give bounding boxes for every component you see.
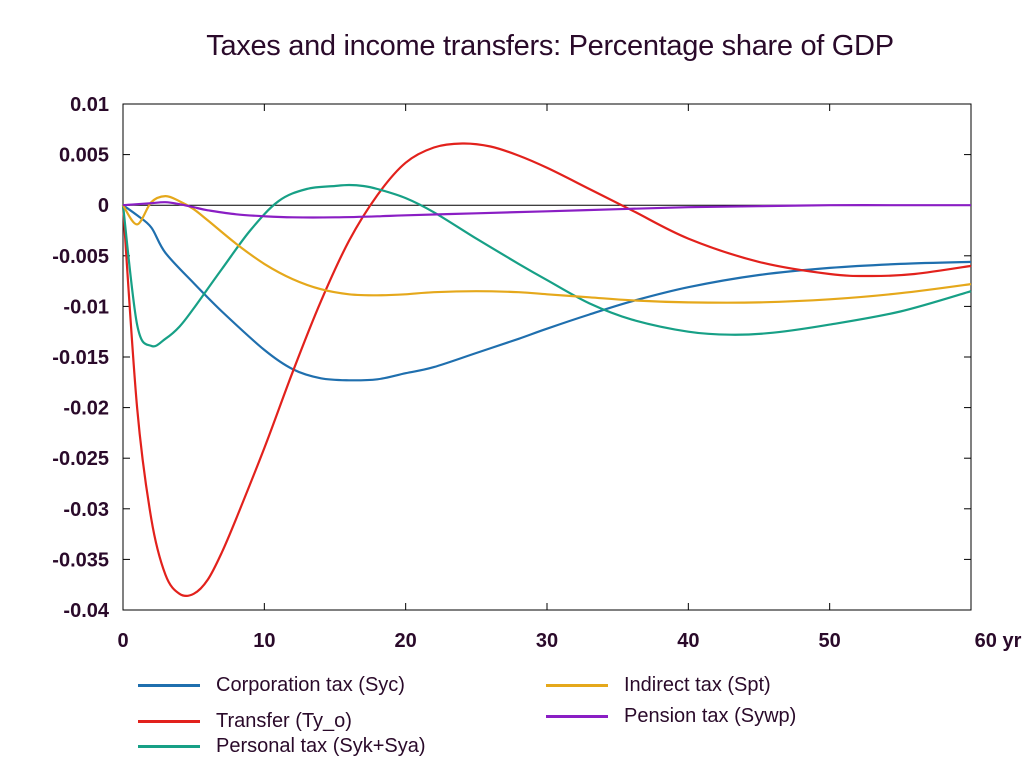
legend-item-personal-tax: Personal tax (Syk+Sya) xyxy=(138,734,426,758)
x-tick-label: 0 xyxy=(117,630,128,652)
series-line-transfer-ty-o xyxy=(121,142,972,597)
y-tick-label: -0.035 xyxy=(52,549,109,571)
y-tick-label: -0.01 xyxy=(63,296,109,318)
x-tick-label: 50 xyxy=(819,630,841,652)
y-tick-label: 0.01 xyxy=(70,94,109,116)
series-line-pension-tax-sywp xyxy=(122,201,971,219)
legend-label: Pension tax (Sywp) xyxy=(624,704,797,727)
x-tick-label: 40 xyxy=(677,630,699,652)
legend-swatch xyxy=(546,714,608,718)
legend-label: Indirect tax (Spt) xyxy=(624,673,771,696)
x-tick-label: 20 xyxy=(395,630,417,652)
y-tick-label: -0.005 xyxy=(52,246,109,268)
y-tick-label: -0.025 xyxy=(52,448,109,470)
legend-swatch xyxy=(546,683,608,687)
y-tick-label: 0.005 xyxy=(59,145,109,167)
y-tick-label: -0.04 xyxy=(63,600,109,622)
legend-item-corporation-tax: Corporation tax (Syc) xyxy=(138,673,405,697)
legend-swatch xyxy=(138,744,200,748)
y-tick-label: -0.03 xyxy=(63,499,109,521)
y-tick-label: -0.02 xyxy=(63,398,109,420)
legend-swatch xyxy=(138,683,200,687)
y-tick-label: 0 xyxy=(98,195,109,217)
chart-title: Taxes and income transfers: Percentage s… xyxy=(206,30,894,62)
legend-item-indirect-tax: Indirect tax (Spt) xyxy=(546,673,771,697)
legend-item-transfer: Transfer (Ty_o) xyxy=(138,709,352,733)
series-line-indirect-tax-spt xyxy=(122,195,972,304)
y-tick-label: -0.015 xyxy=(52,347,109,369)
legend-label: Personal tax (Syk+Sya) xyxy=(216,734,426,757)
x-tick-label: 60 yr xyxy=(975,630,1022,652)
series-line-personal-tax-syk-sya xyxy=(121,183,972,348)
series-line-corporation-tax-syc xyxy=(122,204,972,382)
legend-item-pension-tax: Pension tax (Sywp) xyxy=(546,704,796,728)
x-tick-label: 10 xyxy=(253,630,275,652)
legend-label: Corporation tax (Syc) xyxy=(216,673,405,696)
legend-swatch xyxy=(138,719,200,723)
plot-frame xyxy=(122,103,972,611)
x-tick-label: 30 xyxy=(536,630,558,652)
legend-label: Transfer (Ty_o) xyxy=(216,709,352,732)
